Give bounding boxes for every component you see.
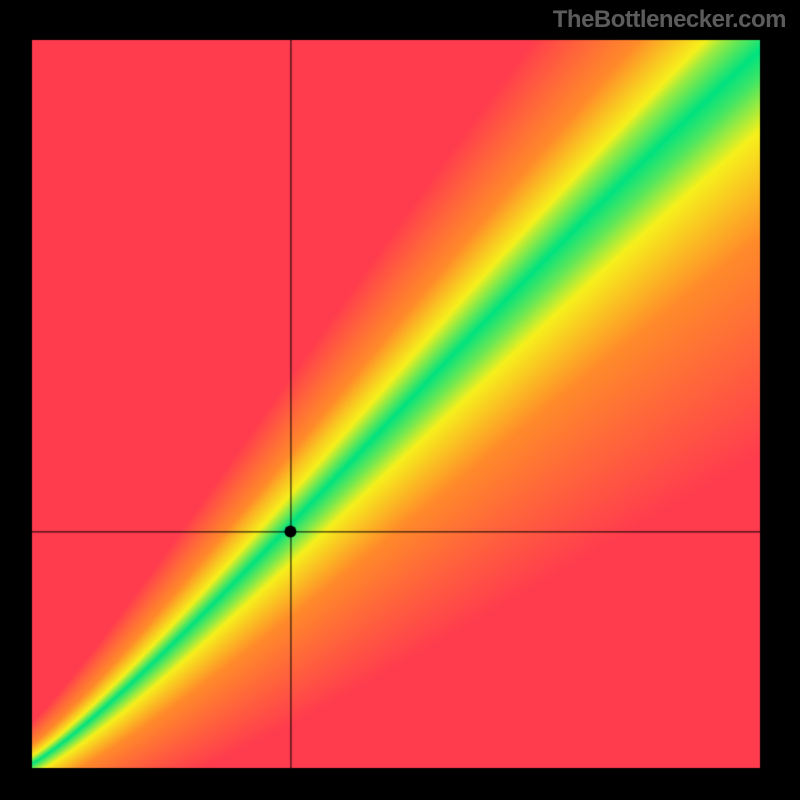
chart-container: TheBottlenecker.com	[0, 0, 800, 800]
bottleneck-heatmap	[0, 0, 800, 800]
attribution-label: TheBottlenecker.com	[553, 6, 786, 34]
